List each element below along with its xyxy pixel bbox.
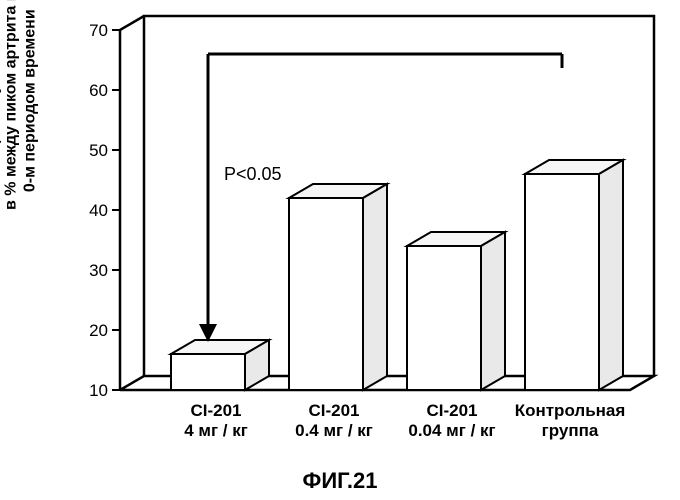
svg-text:4 мг / кг: 4 мг / кг xyxy=(184,421,248,440)
svg-text:20: 20 xyxy=(89,321,108,340)
svg-text:0.04 мг / кг: 0.04 мг / кг xyxy=(408,421,495,440)
bar-chart: 10203040506070CI-2014 мг / кгCI-2010.4 м… xyxy=(0,0,680,500)
svg-text:CI-201: CI-201 xyxy=(308,401,359,420)
svg-text:CI-201: CI-201 xyxy=(426,401,477,420)
svg-text:группа: группа xyxy=(542,421,599,440)
svg-text:0.4 мг / кг: 0.4 мг / кг xyxy=(295,421,373,440)
figure-container: Разница в опухании лап в % между пиком а… xyxy=(0,0,680,500)
svg-text:Контрольная: Контрольная xyxy=(515,401,626,420)
figure-caption: ФИГ.21 xyxy=(0,468,680,494)
svg-text:50: 50 xyxy=(89,141,108,160)
svg-text:40: 40 xyxy=(89,201,108,220)
svg-text:CI-201: CI-201 xyxy=(190,401,241,420)
svg-text:60: 60 xyxy=(89,81,108,100)
svg-text:30: 30 xyxy=(89,261,108,280)
svg-text:10: 10 xyxy=(89,381,108,400)
svg-text:P<0.05: P<0.05 xyxy=(224,164,282,184)
svg-text:70: 70 xyxy=(89,21,108,40)
